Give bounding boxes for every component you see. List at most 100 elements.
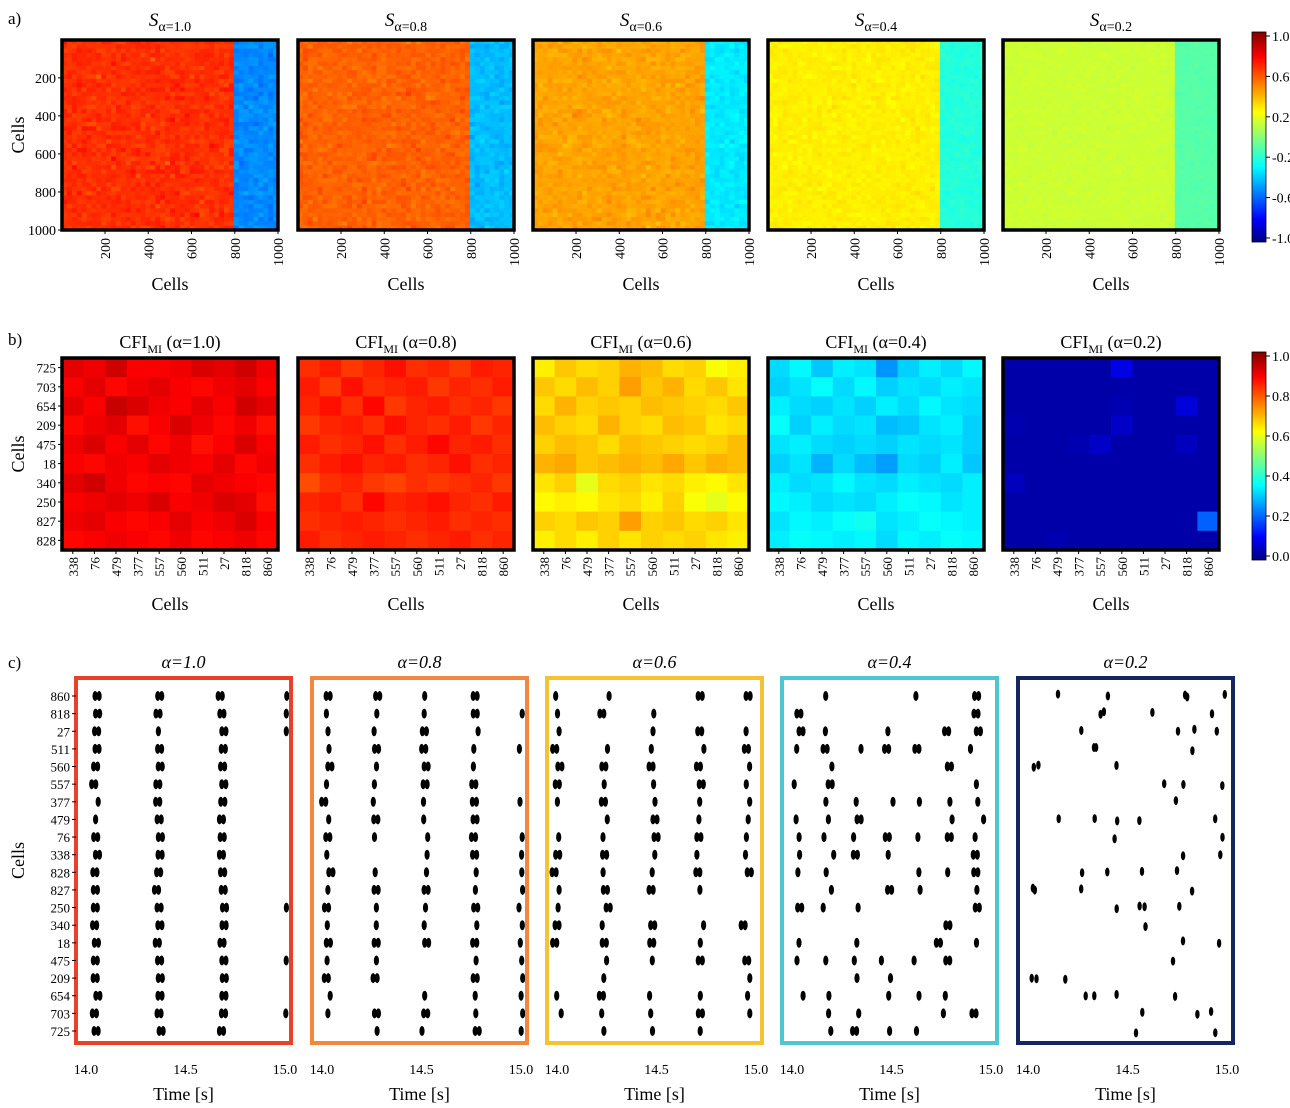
heatmap-cell [739,104,745,110]
heatmap-cell [415,208,422,214]
heatmap-cell [420,182,427,188]
heatmap-cell [537,91,544,97]
heatmap-cell [135,204,141,209]
heatmap-cell [371,208,377,214]
heatmap-cell [567,87,573,93]
heatmap-cell [258,117,264,123]
heatmap-cell [484,44,490,50]
heatmap-cell [273,96,279,101]
heatmap-cell [744,40,750,45]
heatmap-cell [96,147,102,153]
heatmap-cell [238,217,245,222]
heatmap-cell [425,178,431,183]
heatmap-cell [238,87,245,93]
heatmap-cell [611,65,617,71]
heatmap-cell [352,160,358,166]
heatmap-cell [557,48,563,54]
y-tick-label: 600 [35,148,56,163]
heatmap-cell [243,191,249,196]
heatmap-cell [312,96,319,101]
heatmap-cell [631,135,637,140]
heatmap-cell [238,113,245,119]
heatmap-cell [420,143,427,149]
heatmap-cell [361,40,368,45]
heatmap-cell [91,126,97,132]
heatmap-cell [224,74,230,80]
heatmap-cell [533,122,539,127]
heatmap-cell [562,122,568,127]
heatmap-cell [268,65,274,71]
heatmap-cell [209,147,215,153]
heatmap-cell [135,52,141,58]
heatmap-cell [91,160,97,166]
heatmap-cell [332,221,338,227]
heatmap-cell [86,44,92,50]
heatmap-cell [494,61,500,67]
heatmap-cell [135,178,141,183]
heatmap-cell [194,217,200,222]
heatmap-cell [91,135,97,140]
heatmap-cell [680,70,686,75]
heatmap-cell [435,100,441,106]
heatmap-cell [145,70,151,75]
heatmap-cell [655,126,662,132]
heatmap-cell [450,152,456,157]
heatmap-cell [62,195,68,201]
heatmap-cell [739,44,745,50]
heatmap-cell [302,126,309,132]
heatmap-cell [258,130,264,136]
heatmap-cell [356,113,363,119]
heatmap-cell [155,100,161,106]
heatmap-cell [228,122,235,127]
heatmap-cell [179,204,186,209]
heatmap-cell [248,74,254,80]
title-main: S [385,10,395,31]
heatmap-cell [258,135,264,140]
heatmap-cell [248,156,254,162]
heatmap-cell [425,217,431,222]
heatmap-cell [489,156,495,162]
heatmap-cell [106,78,112,84]
heatmap-cell [322,87,328,93]
heatmap-cell [542,61,549,67]
heatmap-cell [337,83,343,88]
heatmap-cell [450,87,456,93]
heatmap-cell [111,91,117,97]
heatmap-cell [420,130,427,136]
heatmap-cell [650,104,657,110]
heatmap-cell [567,70,573,75]
heatmap-cell [591,83,598,88]
heatmap-cell [695,126,701,132]
heatmap-cell [327,48,333,54]
heatmap-cell [337,225,343,231]
heatmap-cell [386,195,392,201]
heatmap-cell [140,160,146,166]
heatmap-cell [464,191,471,196]
heatmap-cell [381,208,387,214]
heatmap-cell [606,109,612,114]
heatmap-cell [435,208,441,214]
heatmap-cell [445,195,451,201]
heatmap-cell [445,191,451,196]
heatmap-cell [322,221,328,227]
heatmap-cell [601,100,608,106]
heatmap-cell [62,61,68,67]
heatmap-cell [361,87,368,93]
heatmap-cell [665,100,671,106]
heatmap-cell [704,100,711,106]
heatmap-cell [690,87,696,93]
heatmap-cell [111,74,117,80]
heatmap-cell [71,109,78,114]
heatmap-cell [160,87,166,93]
heatmap-cell [116,87,122,93]
heatmap-cell [219,186,225,192]
heatmap-cell [641,139,647,145]
heatmap-cell [312,65,319,71]
heatmap-cell [406,96,412,101]
heatmap-cell [253,195,259,201]
heatmap-cell [228,117,235,123]
heatmap-cell [194,113,200,119]
heatmap-cell [577,139,583,145]
heatmap-cell [332,182,338,188]
heatmap-cell [690,44,696,50]
